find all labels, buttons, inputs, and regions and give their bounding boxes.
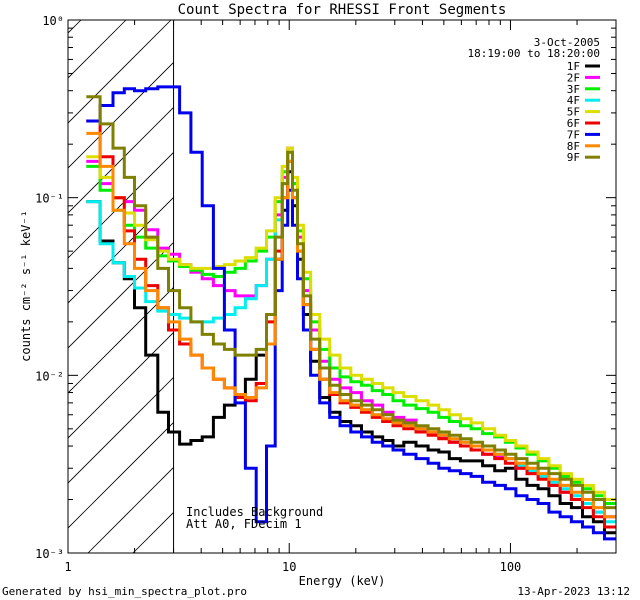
series-line-5F	[86, 146, 616, 501]
footer-timestamp: 13-Apr-2023 13:12	[517, 585, 630, 598]
legend-label-4F: 4F	[567, 94, 580, 107]
x-tick-label: 100	[500, 560, 522, 574]
legend-label-9F: 9F	[567, 151, 580, 164]
legend-label-2F: 2F	[567, 71, 580, 84]
hatch-line	[268, 20, 640, 553]
series-line-2F	[86, 146, 616, 519]
hatch-line	[68, 331, 174, 439]
y-tick-label: 10⁰	[42, 14, 64, 28]
x-axis-label: Energy (keV)	[299, 574, 386, 588]
x-tick-label: 10	[282, 560, 296, 574]
legend-label-3F: 3F	[567, 83, 580, 96]
legend-label-1F: 1F	[567, 60, 580, 73]
legend-label-7F: 7F	[567, 128, 580, 141]
hatch-line	[68, 376, 174, 484]
legend-label-8F: 8F	[567, 140, 580, 153]
series-line-7F	[86, 85, 616, 541]
axis-tick-labels: 1 10 100 10⁰ 10⁻¹ 10⁻² 10⁻³	[35, 14, 521, 574]
hatch-line	[68, 61, 174, 169]
legend-date: 3-Oct-2005	[534, 36, 600, 49]
hatched-region	[68, 20, 640, 553]
y-axis-label: counts cm⁻² s⁻¹ keV⁻¹	[19, 210, 33, 362]
chart-title: Count Spectra for RHESSI Front Segments	[178, 2, 507, 18]
series-line-8F	[86, 131, 616, 519]
series-line-9F	[86, 95, 616, 510]
y-tick-label: 10⁻¹	[35, 192, 64, 206]
annotation-background: Includes Background	[186, 505, 323, 519]
footer-generated-by: Generated by hsi_min_spectra_plot.pro	[2, 585, 247, 598]
hatch-line	[68, 20, 172, 124]
series-line-1F	[86, 170, 616, 535]
series-line-6F	[86, 119, 616, 529]
legend-label-6F: 6F	[567, 117, 580, 130]
series-group	[86, 85, 616, 541]
y-tick-label: 10⁻³	[35, 547, 64, 561]
hatch-line	[68, 241, 174, 349]
legend-time-range: 18:19:00 to 18:20:00	[468, 47, 600, 60]
legend-label-5F: 5F	[567, 106, 580, 119]
hatch-line	[68, 196, 174, 304]
annotation-attenuator: Att A0, FDecim 1	[186, 517, 302, 531]
hatch-line	[68, 106, 174, 214]
hatch-line	[68, 20, 82, 34]
x-tick-label: 1	[64, 560, 71, 574]
axis-ticks	[67, 19, 617, 554]
series-line-3F	[86, 150, 616, 505]
plot-frame	[67, 19, 617, 554]
y-tick-label: 10⁻²	[35, 369, 64, 383]
hatch-line	[68, 421, 174, 529]
